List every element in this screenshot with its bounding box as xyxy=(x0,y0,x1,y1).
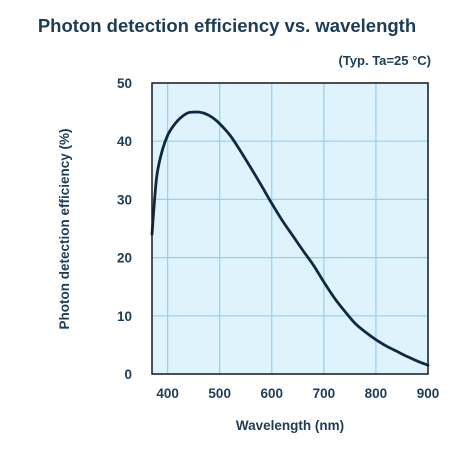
x-axis-label: Wavelength (nm) xyxy=(236,418,344,433)
x-tick-label: 900 xyxy=(417,386,440,401)
plot-area xyxy=(152,83,428,374)
y-tick-labels: 0 10 20 30 40 50 xyxy=(117,76,132,382)
y-axis-label: Photon detection efficiency (%) xyxy=(57,128,72,329)
x-tick-label: 800 xyxy=(365,386,388,401)
efficiency-curve xyxy=(150,110,430,367)
chart-subtitle: (Typ. Ta=25 °C) xyxy=(339,53,432,68)
y-tick-label: 40 xyxy=(117,134,132,149)
y-tick-label: 30 xyxy=(117,192,132,207)
x-tick-label: 500 xyxy=(208,386,231,401)
x-tick-label: 600 xyxy=(261,386,284,401)
x-tick-label: 700 xyxy=(313,386,336,401)
y-tick-label: 10 xyxy=(117,309,132,324)
x-tick-label: 400 xyxy=(156,386,179,401)
y-tick-label: 0 xyxy=(124,367,132,382)
chart-title: Photon detection efficiency vs. waveleng… xyxy=(38,15,416,36)
plot-frame xyxy=(151,82,429,375)
y-tick-label: 50 xyxy=(117,76,132,91)
x-tick-labels: 400 500 600 700 800 900 xyxy=(156,386,439,401)
y-tick-label: 20 xyxy=(117,251,132,266)
